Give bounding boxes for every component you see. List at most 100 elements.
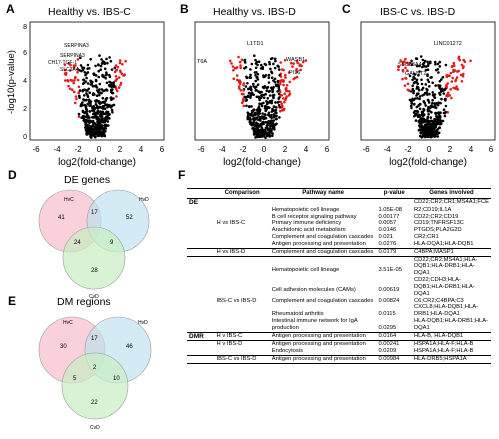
comparison-cell [215,284,270,298]
pvalue-cell: 0.0146 [378,227,397,234]
y-ticks-a: 0 2 4 6 8 [23,24,27,141]
venn-count: 2 [93,365,97,371]
col-pvalue: p-value [376,187,412,200]
svg-text:4: 4 [304,145,309,154]
col-comparison: Comparison [214,187,270,200]
pvalue-cell [376,198,412,207]
svg-text:2: 2 [118,145,123,154]
group-cell [187,220,215,227]
pathway-cell: Hematopoietic cell lineage [271,266,340,273]
group-cell [187,304,215,311]
pvalue-cell: 3.51E-05 [378,266,402,273]
venn-set-label: HvD [138,320,148,326]
group-cell [187,348,215,355]
venn-count: 22 [91,400,98,406]
panel-title-c: IBS-C vs. IBS-D [380,6,456,18]
genes-cell: HLA-B, HLA-DQB1 [411,331,491,341]
pathway-cell: production [271,324,299,331]
table-header-row: Comparison Pathway name p-value Genes in… [187,187,491,200]
pathway-cell: Complement and coagulation cascades [271,234,374,241]
group-cell [187,263,215,277]
pathway-cell: Primary immune deficiency [271,220,342,227]
x-ticks-c: -6 -4 -2 0 2 4 6 [362,145,493,154]
group-cell [187,298,215,305]
gene-label: PI16 [289,70,300,76]
group-cell [187,247,215,257]
gene-label: LINC01272 [434,41,462,47]
group-cell [187,311,215,318]
pathway-cell [270,304,377,311]
group-cell [187,277,215,284]
venn-set-label: HvC [64,197,74,203]
venn-count: 9 [110,240,114,246]
comparison-cell [215,234,270,241]
gene-label: GALNT2 [405,71,426,77]
svg-text:6: 6 [23,50,27,57]
svg-text:0: 0 [97,145,102,154]
svg-text:-4: -4 [218,145,226,154]
comparison-cell [214,255,270,264]
svg-text:4: 4 [469,145,474,154]
comparison-cell: H vs IBS-D [214,247,270,257]
pvalue-cell: 0.0115 [378,311,396,318]
table-row: Hematopoietic cell lineage 1.05E-08 R2;CD1… [187,207,491,214]
genes-cell: C6;CR2;C4BPA;C3 [413,297,464,304]
comparison-cell: H v IBS-D [214,340,270,349]
volcano-b: L1TD1 T6A WASB1 PI16 -6 -4 -2 0 2 4 6 lo… [194,21,330,168]
group-cell: DE [187,198,215,207]
svg-text:-6: -6 [197,145,205,154]
pathway-cell: B cell receptor signaling pathway [271,213,357,220]
pvalue-cell: 0.00984 [376,354,412,364]
pvalue-cell: 0.021 [378,234,393,241]
svg-text:2: 2 [23,106,27,113]
svg-text:-6: -6 [362,145,370,154]
table-row: CD22;CDH3;HLA- [187,277,491,284]
comparison-cell [215,325,270,332]
panel-label-e: E [8,294,17,308]
genes-cell: CD22;CDH3;HLA- [413,277,461,284]
comparison-cell [215,227,270,234]
svg-text:4: 4 [139,145,144,154]
genes-cell: HSPA1A;HLA-F;HLA-B [411,340,491,349]
col-pathway: Pathway name [269,187,377,200]
pathway-cell: Complement and coagulation cascades [271,297,374,304]
genes-cell: PTGDS;PLA2G2D [413,227,462,234]
genes-cell: CR2;CR1 [413,234,439,241]
comparison-cell [215,241,270,248]
gene-label: SERPINA3 [60,53,85,59]
gene-label: T6A [197,59,207,65]
pvalue-cell [376,304,412,311]
table-row: Cell adhesion molecules (CAMs) 0.00619 DQB… [187,284,491,298]
table-row: Antigen processing and presentation 0.027… [187,241,491,248]
venn-count: 17 [91,210,98,216]
panel-label-d: D [8,168,17,182]
pathway-table: Comparison Pathway name p-value Genes in… [187,187,491,364]
group-cell [187,214,215,221]
pathway-cell: Endocytosis [271,348,303,355]
svg-text:2: 2 [283,145,288,154]
genes-cell: CD19;TNFRSF13C [413,220,464,227]
table-row: DMR H v IBS-C Antigen processing and prese… [187,331,491,341]
venn-count: 30 [60,344,67,350]
pathway-cell [269,198,377,207]
gene-label: WASB1 [286,57,305,63]
gene-label: L1TD1 [247,41,264,47]
pathway-cell [270,277,377,284]
group-cell [187,340,215,349]
comparison-cell [215,263,270,277]
volcano-a: SERPINA3 SERPINA3 CH17-TGF-1 SLC3A4 -6 -… [6,21,165,168]
table-row: H vs IBS-D Complement and coagulation cas… [187,247,491,257]
group-cell: DMR [187,331,215,341]
svg-text:-4: -4 [383,145,391,154]
venn-set-label: HvC [63,320,73,326]
genes-cell: CD22;CR2;MS4A1;HLA- [411,255,491,264]
table-row: CXCL8;HLA-DQB1;HLA- [187,304,491,311]
genes-cell: HLA-DRB5;HSPA1A [411,354,491,364]
table-row: H v IBS-D Antigen processing and presenta… [187,340,491,349]
table-row: IBS-C vs IBS-D Complement and coagulation… [187,298,491,305]
table-row: DE CD22;CR2;CR1;MS4A1;FCE [187,198,491,207]
table-row: Complement and coagulation cascades 0.021… [187,234,491,241]
panel-label-a: A [6,2,15,16]
table-row: Rheumatoid arthritis 0.0115 DRB1;HLA-DQA1 [187,311,491,318]
comparison-cell [215,304,270,311]
